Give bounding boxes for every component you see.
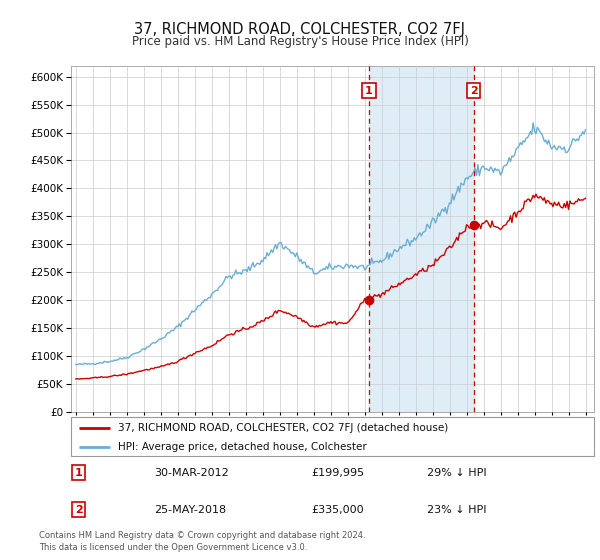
Text: 23% ↓ HPI: 23% ↓ HPI (427, 505, 486, 515)
Text: 30-MAR-2012: 30-MAR-2012 (155, 468, 229, 478)
Text: HPI: Average price, detached house, Colchester: HPI: Average price, detached house, Colc… (118, 442, 367, 452)
Text: 1: 1 (75, 468, 83, 478)
Text: £199,995: £199,995 (311, 468, 365, 478)
Bar (369, 66, 474, 412)
Text: Price paid vs. HM Land Registry's House Price Index (HPI): Price paid vs. HM Land Registry's House … (131, 35, 469, 48)
Text: 37, RICHMOND ROAD, COLCHESTER, CO2 7FJ: 37, RICHMOND ROAD, COLCHESTER, CO2 7FJ (134, 22, 466, 38)
Text: 2: 2 (470, 86, 478, 96)
Text: Contains HM Land Registry data © Crown copyright and database right 2024.
This d: Contains HM Land Registry data © Crown c… (39, 531, 365, 552)
Text: 2: 2 (75, 505, 83, 515)
Text: 29% ↓ HPI: 29% ↓ HPI (427, 468, 486, 478)
Text: 1: 1 (365, 86, 373, 96)
Text: £335,000: £335,000 (311, 505, 364, 515)
Text: 37, RICHMOND ROAD, COLCHESTER, CO2 7FJ (detached house): 37, RICHMOND ROAD, COLCHESTER, CO2 7FJ (… (118, 423, 448, 433)
Text: 25-MAY-2018: 25-MAY-2018 (155, 505, 227, 515)
